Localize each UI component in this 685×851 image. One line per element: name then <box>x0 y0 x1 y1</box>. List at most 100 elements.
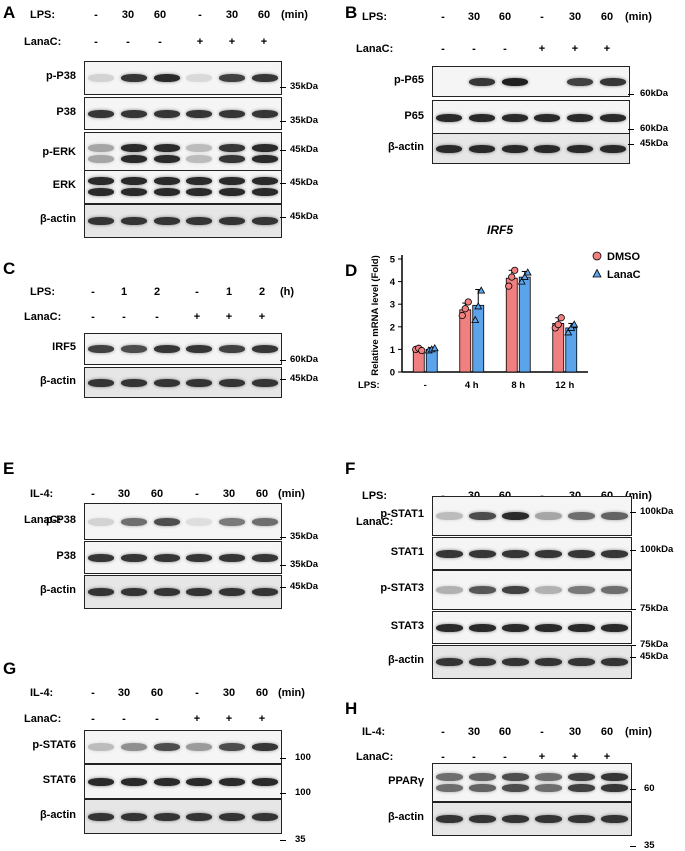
protein-label: p-STAT3 <box>380 582 424 594</box>
band <box>120 74 148 82</box>
band <box>436 586 463 594</box>
treatment-value: 60 <box>600 726 614 738</box>
data-point <box>508 273 516 281</box>
band <box>601 586 628 594</box>
protein-label: β-actin <box>387 654 424 666</box>
time-unit: (min) <box>625 490 652 502</box>
band <box>186 553 213 562</box>
band <box>88 188 115 196</box>
data-point <box>477 286 486 294</box>
blot-strip <box>84 541 282 574</box>
band <box>120 154 148 163</box>
data-point <box>474 302 483 310</box>
protein-label: p-STAT6 <box>32 739 76 751</box>
marker-tick <box>630 788 636 790</box>
marker-tick <box>280 587 286 588</box>
treatment-label: IL-4: <box>362 726 386 738</box>
treatment-value: 30 <box>117 488 131 500</box>
band <box>502 586 529 594</box>
band <box>436 772 463 781</box>
inhibitor-value: - <box>503 43 507 55</box>
band <box>601 623 628 632</box>
protein-label: p-P38 <box>46 70 76 82</box>
band <box>153 588 180 596</box>
blot-strip <box>84 367 282 398</box>
band <box>153 177 180 185</box>
band <box>218 109 246 118</box>
band <box>535 658 562 666</box>
inhibitor-label: LanaC: <box>356 751 394 763</box>
treatment-value: 30 <box>117 687 131 699</box>
band <box>535 549 562 558</box>
blot-strip <box>84 764 282 799</box>
band <box>566 113 594 122</box>
inhibitor-value: + <box>225 311 233 323</box>
inhibitor-label: LanaC: <box>356 516 394 528</box>
band <box>535 512 562 520</box>
inhibitor-value: - <box>155 311 159 323</box>
blot-strip <box>84 333 282 365</box>
band <box>218 743 246 751</box>
inhibitor-value: - <box>91 713 95 725</box>
inhibitor-value: + <box>225 713 233 725</box>
time-unit: (min) <box>625 726 652 738</box>
band <box>218 74 246 82</box>
band <box>534 144 561 153</box>
band <box>186 188 213 196</box>
inhibitor-label: LanaC: <box>24 514 62 526</box>
molecular-weight-marker: 60kDa <box>640 87 668 99</box>
band <box>218 177 246 185</box>
data-point <box>505 282 513 290</box>
band <box>251 74 278 82</box>
bar <box>505 277 518 373</box>
blot-strip <box>432 802 632 836</box>
band <box>599 144 626 153</box>
treatment-value: 60 <box>600 11 614 23</box>
band <box>601 658 628 666</box>
marker-tick <box>630 846 636 847</box>
y-tick-label: 5 <box>390 255 396 266</box>
data-point <box>471 315 480 323</box>
band <box>469 549 496 558</box>
treatment-value: 60 <box>255 488 269 500</box>
band <box>120 177 148 185</box>
band <box>568 623 595 632</box>
band <box>468 144 496 153</box>
x-tick-label: - <box>424 380 427 391</box>
data-point <box>564 328 573 336</box>
inhibitor-value: + <box>258 311 266 323</box>
protein-label: IRF5 <box>52 341 76 353</box>
data-point <box>464 298 472 306</box>
treatment-label: LPS: <box>30 9 56 21</box>
molecular-weight-marker: 45kDa <box>290 143 318 155</box>
inhibitor-value: - <box>155 713 159 725</box>
band <box>599 77 626 86</box>
molecular-weight-marker: 35kDa <box>290 114 318 126</box>
inhibitor-value: + <box>603 751 611 763</box>
treatment-value: 30 <box>222 687 236 699</box>
y-tick-label: 0 <box>390 368 395 379</box>
band <box>120 588 148 596</box>
protein-label: β-actin <box>39 808 76 821</box>
data-point <box>554 320 562 329</box>
band <box>251 553 278 562</box>
treatment-value: - <box>441 11 445 23</box>
data-point <box>523 268 532 276</box>
treatment-value: - <box>540 11 544 23</box>
panel-letter: E <box>3 459 15 478</box>
band <box>153 517 180 526</box>
treatment-value: 2 <box>153 286 161 298</box>
band <box>218 777 246 786</box>
band <box>186 177 213 185</box>
y-tick-label: 1 <box>390 345 396 356</box>
treatment-label: LPS: <box>30 286 56 298</box>
band <box>120 378 148 387</box>
band <box>502 549 529 558</box>
protein-label: p-P65 <box>394 73 424 86</box>
treatment-value: 60 <box>150 687 164 699</box>
molecular-weight-marker: 35kDa <box>290 81 318 92</box>
protein-label: β-actin <box>387 811 424 823</box>
band <box>218 217 246 225</box>
panel-letter: C <box>3 259 16 278</box>
inhibitor-value: - <box>441 751 445 763</box>
